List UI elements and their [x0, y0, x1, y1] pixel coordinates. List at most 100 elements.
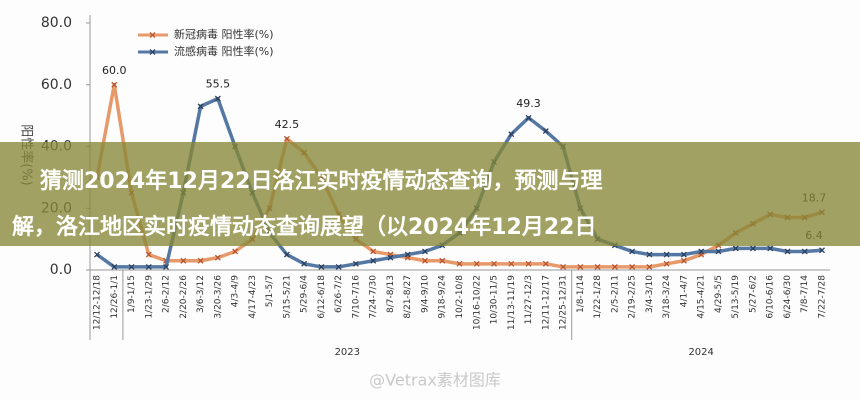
x-tick-label: 11/13-11/19: [507, 275, 517, 330]
x-tick-label: 4/3-4/9: [231, 275, 241, 307]
point-marker: [197, 103, 204, 110]
point-marker: [611, 263, 618, 270]
point-marker: [214, 254, 221, 261]
x-tick-label: 9/18-9/24: [438, 275, 448, 319]
x-tick-label: 6/12-6/18: [317, 275, 327, 319]
x-tick-label: 1/23-1/29: [144, 275, 154, 319]
x-tick-label: 2/5-2/11: [610, 275, 620, 313]
point-marker: [232, 248, 239, 255]
x-tick-label: 4/17-4/23: [248, 275, 258, 319]
point-marker: [283, 135, 290, 142]
point-marker: [508, 260, 515, 267]
legend-label: 流感病毒 阳性率(%): [174, 44, 274, 58]
point-marker: [422, 257, 428, 264]
point-marker: [508, 131, 515, 138]
point-marker: [214, 95, 221, 102]
point-marker: [784, 248, 791, 255]
data-label: 60.0: [102, 64, 127, 77]
point-marker: [767, 245, 774, 252]
x-tick-label: 12/26-1/1: [110, 275, 120, 319]
legend-marker: [149, 32, 156, 38]
point-marker: [801, 248, 808, 255]
point-marker: [594, 263, 601, 270]
x-tick-label: 5/29-6/4: [300, 275, 310, 313]
point-marker: [646, 251, 653, 258]
x-tick-label: 6/26-7/2: [334, 275, 344, 313]
x-tick-label: 2/6-2/12: [162, 275, 172, 313]
data-label: 42.5: [275, 118, 300, 131]
y-tick-label: 80.0: [41, 15, 72, 31]
point-marker: [560, 263, 567, 270]
point-marker: [387, 254, 394, 261]
point-marker: [422, 248, 428, 255]
x-tick-label: 7/8-7/14: [800, 275, 810, 313]
x-tick-label: 6/24-6/30: [783, 275, 793, 319]
x-tick-label: 7/24-7/30: [369, 275, 379, 319]
point-marker: [819, 247, 825, 254]
x-tick-label: 7/22-7/28: [818, 275, 828, 319]
x-tick-label: 6/10-6/16: [766, 275, 776, 319]
point-marker: [629, 248, 636, 255]
banner-text: 解，洛江地区实时疫情动态查询展望（以2024年12月22日: [12, 214, 596, 240]
x-tick-label: 11/27-12/3: [524, 275, 534, 324]
point-marker: [663, 251, 670, 258]
point-marker: [128, 263, 135, 270]
point-marker: [629, 263, 636, 270]
x-tick-label: 12/11-12/17: [541, 275, 551, 330]
point-marker: [663, 260, 670, 267]
point-marker: [370, 248, 377, 255]
point-marker: [715, 248, 722, 255]
x-tick-label: 3/4-3/10: [645, 275, 655, 313]
point-marker: [491, 260, 497, 267]
data-label: 55.5: [206, 78, 231, 91]
point-marker: [111, 81, 118, 88]
point-marker: [145, 251, 152, 258]
x-group-label: 2023: [335, 347, 360, 358]
point-marker: [749, 245, 756, 252]
x-tick-label: 4/1-4/7: [679, 275, 689, 307]
banner-text: 猜测2024年12月22日洛江实时疫情动态查询，预测与理: [39, 168, 602, 194]
point-marker: [680, 257, 687, 264]
point-marker: [163, 263, 170, 270]
point-marker: [197, 257, 204, 264]
point-marker: [145, 263, 152, 270]
x-tick-label: 2/19-2/25: [628, 275, 638, 319]
x-tick-label: 3/18-3/24: [662, 275, 672, 319]
point-marker: [439, 257, 446, 264]
x-tick-label: 1/8-1/14: [576, 275, 586, 313]
data-label: 49.3: [516, 97, 541, 110]
x-tick-label: 5/1-5/7: [265, 275, 275, 307]
x-tick-label: 7/10-7/16: [351, 275, 361, 319]
watermark: @Vetrax素材图库: [369, 371, 501, 390]
point-marker: [180, 257, 187, 264]
banner: [0, 142, 860, 246]
point-marker: [525, 260, 532, 267]
x-tick-label: 8/7-8/13: [386, 275, 396, 313]
point-marker: [525, 114, 532, 121]
point-marker: [680, 251, 687, 258]
x-tick-label: 8/21-8/27: [403, 275, 413, 319]
x-tick-label: 4/29-5/5: [714, 275, 724, 313]
point-marker: [404, 251, 411, 258]
point-marker: [352, 260, 359, 267]
x-group-label: 2024: [688, 347, 713, 358]
x-tick-label: 2/20-2/26: [179, 275, 189, 319]
x-tick-label: 1/22-1/28: [593, 275, 603, 319]
point-marker: [111, 263, 118, 270]
y-tick-label: 60.0: [41, 77, 72, 93]
point-marker: [732, 245, 739, 252]
point-marker: [542, 128, 549, 135]
x-tick-label: 12/12-12/18: [93, 275, 103, 330]
point-marker: [94, 251, 100, 258]
x-tick-label: 5/13-5/19: [731, 275, 741, 319]
point-marker: [473, 260, 480, 267]
point-marker: [698, 248, 705, 255]
point-marker: [318, 263, 325, 270]
x-tick-label: 5/27-6/2: [748, 275, 758, 313]
x-tick-label: 5/15-5/21: [282, 275, 292, 319]
x-tick-label: 9/4-9/10: [420, 275, 430, 313]
y-tick-label: 0.0: [50, 262, 72, 278]
point-marker: [577, 263, 584, 270]
point-marker: [335, 263, 342, 270]
